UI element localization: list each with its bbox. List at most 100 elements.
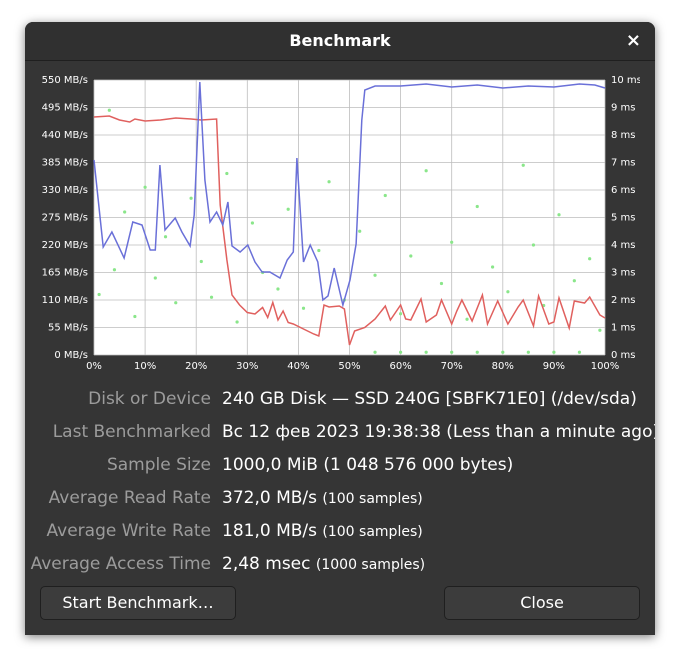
y-tick-label: 385 MB/s — [42, 158, 88, 169]
info-key: Average Read Rate — [48, 488, 211, 508]
y-tick-label: 330 MB/s — [42, 185, 88, 196]
access-point — [577, 350, 582, 354]
info-row: Disk or Device 240 GB Disk — SSD 240G [SB… — [25, 386, 655, 412]
header-bar: Benchmark × — [25, 22, 655, 61]
access-point — [163, 235, 168, 239]
info-row: Average Read Rate 372,0 MB/s (100 samples… — [25, 485, 655, 511]
access-point — [199, 259, 203, 264]
access-point — [112, 268, 117, 272]
access-point — [235, 320, 239, 324]
value-note: (100 samples) — [322, 524, 423, 540]
y-tick-label: 220 MB/s — [42, 240, 88, 251]
value-note: (100 samples) — [322, 491, 423, 507]
value-text: 1000,0 MiB (1 048 576 000 bytes) — [222, 455, 514, 475]
y-tick-label: 550 MB/s — [42, 75, 88, 86]
access-point — [526, 350, 530, 354]
access-point — [399, 312, 403, 316]
y2-tick-label: 4 ms — [611, 240, 636, 251]
access-point — [225, 171, 229, 176]
y-tick-label: 440 MB/s — [42, 130, 88, 141]
info-value: Вс 12 фев 2023 19:38:38 (Less than a min… — [222, 419, 655, 445]
access-point — [475, 350, 479, 354]
access-point — [501, 350, 505, 354]
close-dialog-button[interactable]: Close — [444, 586, 640, 620]
x-tick-label: 0% — [86, 361, 102, 372]
info-value: 181,0 MB/s (100 samples) — [222, 518, 423, 545]
access-point — [327, 180, 331, 184]
access-point — [209, 295, 214, 299]
y-tick-label: 495 MB/s — [42, 103, 88, 114]
access-point — [358, 229, 362, 233]
chart: 0 MB/s 55 MB/s 110 MB/s 165 MB/s 220 MB/s 275… — [42, 75, 640, 372]
y2-tick-label: 6 ms — [611, 185, 636, 196]
y2-tick-label: 7 ms — [611, 158, 636, 169]
info-value: 372,0 MB/s (100 samples) — [222, 485, 423, 512]
access-point — [531, 243, 536, 247]
value-note: (1000 samples) — [315, 557, 426, 573]
info-row: Last Benchmarked Вс 12 фев 2023 19:38:38 … — [25, 419, 655, 445]
y2-tick-label: 1 ms — [611, 323, 636, 334]
value-text: Вс 12 фев 2023 19:38:38 (Less than a min… — [222, 422, 655, 442]
access-point — [107, 108, 111, 112]
y2-tick-label: 10 ms — [611, 75, 640, 86]
access-point — [123, 210, 127, 214]
info-row: Sample Size 1000,0 MiB (1 048 576 000 byt… — [25, 452, 655, 478]
info-key: Disk or Device — [88, 389, 211, 409]
access-point — [572, 279, 576, 283]
y2-tick-label: 9 ms — [611, 103, 636, 114]
rate-line — [93, 81, 606, 308]
y-tick-label: 165 MB/s — [42, 268, 88, 279]
x-tick-label: 20% — [185, 361, 207, 372]
access-point — [174, 301, 178, 305]
access-point — [143, 185, 147, 189]
y2-tick-label: 3 ms — [611, 268, 636, 279]
access-point — [450, 240, 454, 244]
access-point — [588, 257, 592, 261]
y-tick-label: 110 MB/s — [42, 295, 88, 306]
access-point — [552, 350, 556, 354]
x-tick-label: 80% — [492, 361, 514, 372]
y2-tick-label: 0 ms — [611, 350, 636, 361]
access-point — [97, 292, 101, 297]
y2-tick-label: 2 ms — [611, 295, 636, 306]
access-point — [450, 350, 454, 354]
access-point — [409, 254, 413, 258]
info-value: 240 GB Disk — SSD 240G [SBFK71E0] (/dev/… — [222, 386, 637, 412]
access-point — [598, 328, 602, 332]
value-text: 240 GB Disk — SSD 240G [SBFK71E0] (/dev/… — [222, 389, 637, 409]
access-point — [317, 248, 321, 253]
close-button[interactable]: × — [625, 30, 641, 51]
y2-tick-label: 8 ms — [611, 130, 636, 141]
y-tick-label: 275 MB/s — [42, 213, 88, 224]
access-point — [286, 207, 290, 211]
access-point — [373, 350, 377, 354]
title: Benchmark — [289, 31, 391, 50]
access-point — [521, 163, 525, 167]
start-button[interactable]: Start Benchmark… — [40, 586, 236, 620]
access-point — [276, 287, 280, 291]
x-tick-label: 60% — [389, 361, 411, 372]
access-point — [424, 350, 428, 354]
x-tick-label: 70% — [441, 361, 463, 372]
x-tick-label: 10% — [134, 361, 156, 372]
access-point — [424, 169, 428, 173]
value-text: 372,0 MB/s — [222, 488, 317, 508]
access-point — [490, 265, 495, 269]
y-tick-label: 0 MB/s — [54, 350, 88, 361]
info-value: 2,48 msec (1000 samples) — [222, 551, 425, 578]
info-row: Average Write Rate 181,0 MB/s (100 sample… — [25, 518, 655, 544]
info-key: Average Access Time — [30, 554, 211, 574]
y2-tick-label: 5 ms — [611, 213, 636, 224]
y-tick-label: 55 MB/s — [48, 323, 88, 334]
access-point — [439, 281, 444, 286]
access-point — [399, 350, 403, 354]
info-key: Last Benchmarked — [52, 422, 211, 442]
access-point — [383, 193, 387, 198]
dialog: Benchmark × 0 MB/s 55 MB/s 110 MB/s 165 MB/s… — [25, 22, 655, 635]
value-text: 181,0 MB/s — [222, 521, 317, 541]
access-point — [506, 290, 510, 294]
access-point — [153, 276, 157, 280]
info-row: Average Access Time 2,48 msec (1000 sampl… — [25, 551, 655, 577]
value-text: 2,48 msec — [222, 554, 311, 574]
